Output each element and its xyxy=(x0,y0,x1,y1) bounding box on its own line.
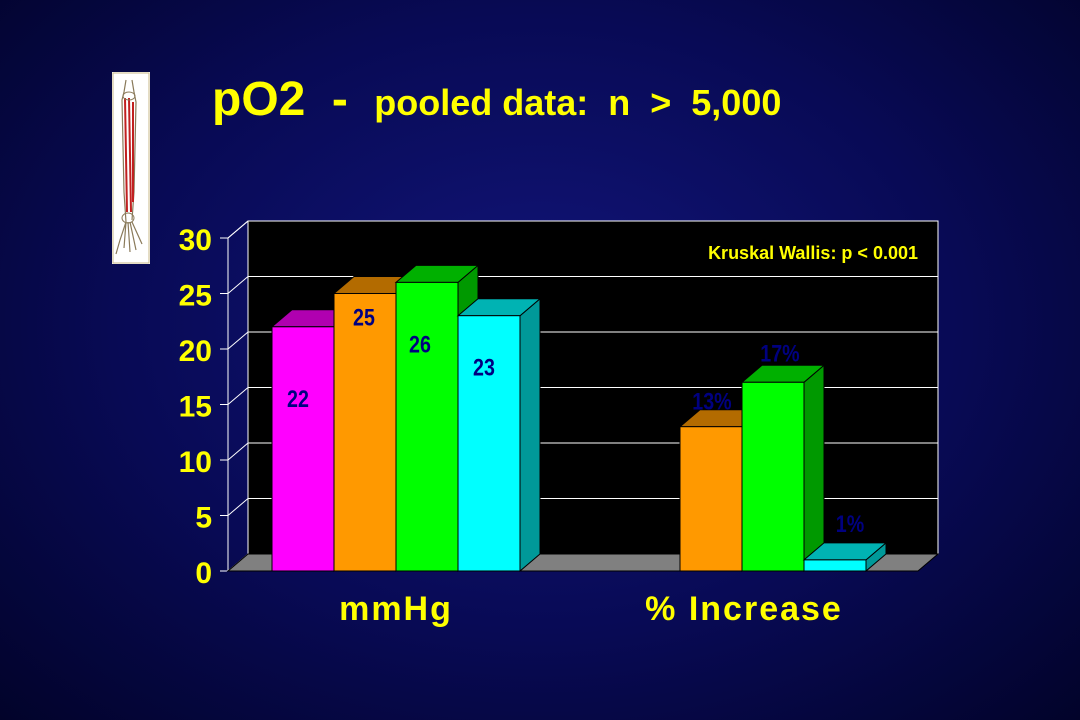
title-rest: pooled data: n > 5,000 xyxy=(374,82,782,123)
gridline-side xyxy=(227,331,249,350)
y-tick-label: 25 xyxy=(179,280,212,313)
bar-value-label: 1% xyxy=(836,510,864,537)
y-tick-label: 10 xyxy=(179,446,212,479)
bar-side-face xyxy=(519,297,541,573)
bar xyxy=(741,381,805,572)
x-category-label: mmHg xyxy=(339,590,453,628)
bar-side-face xyxy=(803,364,825,573)
bar xyxy=(395,281,459,572)
bar xyxy=(679,426,743,572)
bar xyxy=(333,293,397,572)
bar-value-label: 25 xyxy=(353,304,375,331)
stat-annotation: Kruskal Wallis: p < 0.001 xyxy=(708,243,918,263)
y-tick-label: 30 xyxy=(179,224,212,257)
gridline-side xyxy=(227,387,249,405)
y-tick-label: 20 xyxy=(179,335,212,368)
bar xyxy=(271,326,335,572)
y-tick-label: 15 xyxy=(179,391,212,424)
bar xyxy=(457,315,521,572)
bar-value-label: 13% xyxy=(692,388,731,415)
y-tick-label: 0 xyxy=(195,557,212,590)
title-main: pO2 xyxy=(212,73,306,126)
gridline-side xyxy=(227,498,249,516)
gridline-side xyxy=(227,442,249,461)
bar-value-label: 23 xyxy=(473,354,495,381)
y-axis-top-edge xyxy=(227,220,249,239)
leg-anatomy-icon xyxy=(112,72,150,264)
slide-title: pO2 - pooled data: n > 5,000 xyxy=(212,72,781,127)
bar xyxy=(803,559,867,572)
gridline-side xyxy=(227,276,249,294)
bar-value-label: 26 xyxy=(409,331,431,358)
y-tick-label: 5 xyxy=(195,502,212,535)
bar-value-label: 22 xyxy=(287,385,309,412)
x-category-label: % Increase xyxy=(645,590,843,628)
title-dash: - xyxy=(331,73,348,126)
bar-value-label: 17% xyxy=(760,339,799,366)
